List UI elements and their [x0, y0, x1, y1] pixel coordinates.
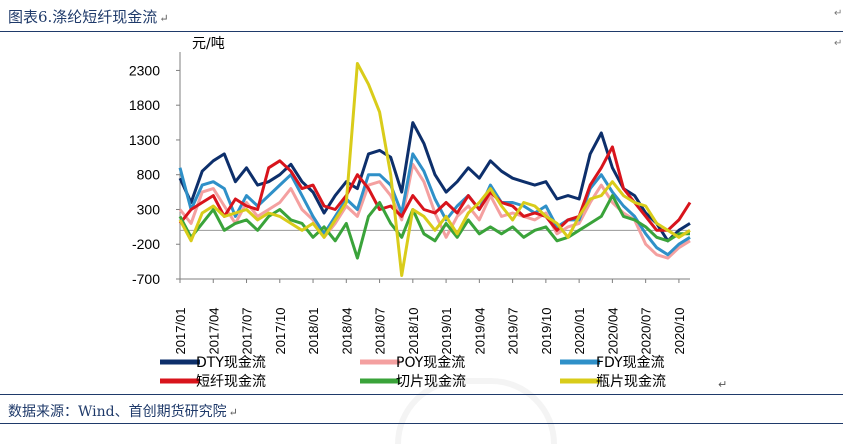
x-tick-label: 2017/01	[173, 308, 188, 355]
margin-return-mark: ↵	[834, 8, 843, 19]
series-line-FDY现金流	[178, 152, 691, 257]
caption-title: 图表6.涤纶短纤现金流	[8, 8, 158, 26]
y-tick-label: -700	[132, 271, 160, 287]
y-tick-label: 800	[137, 167, 161, 183]
x-tick-label: 2018/10	[406, 308, 421, 355]
legend-label: 短纤现金流	[196, 374, 266, 390]
figure-caption: 图表6.涤纶短纤现金流 ↵	[8, 6, 169, 27]
x-tick-label: 2020/10	[672, 308, 687, 355]
series-line-瓶片现金流	[178, 62, 691, 277]
legend-label: FDY现金流	[596, 355, 665, 371]
source-text: 数据来源：Wind、首创期货研究院	[8, 404, 227, 420]
x-tick-label: 2019/01	[439, 308, 454, 355]
cash-flow-chart: -700 -200 300 800 1300 1800 2300 元/吨 2017/01 2017…	[129, 36, 727, 391]
y-tick-label: 2300	[129, 62, 160, 78]
margin-return-mark: ↵	[834, 38, 843, 49]
x-tick-label: 2018/04	[339, 308, 354, 355]
x-tick-label: 2020/01	[572, 308, 587, 355]
return-mark: ↵	[159, 12, 169, 25]
x-tick-label: 2020/04	[605, 308, 620, 355]
y-tick-label: 300	[137, 201, 161, 217]
source-note: 数据来源：Wind、首创期货研究院 ↵	[8, 401, 238, 421]
x-tick-label: 2020/07	[639, 308, 654, 355]
legend-label: 切片现金流	[396, 374, 466, 390]
chart-axes: -700 -200 300 800 1300 1800 2300 元/吨 2017/01 2017…	[129, 36, 690, 355]
x-tick-label: 2018/07	[373, 308, 388, 355]
x-tick-label: 2017/04	[206, 308, 221, 355]
series-line-切片现金流	[178, 194, 690, 260]
legend-label: 瓶片现金流	[596, 374, 666, 390]
legend-label: POY现金流	[396, 355, 465, 371]
y-axis-label: 元/吨	[192, 36, 225, 52]
y-tick-label: 1800	[129, 97, 160, 113]
figure-caption-bar: 图表6.涤纶短纤现金流 ↵	[0, 0, 843, 32]
x-tick-label: 2019/10	[539, 308, 554, 355]
series-line-短纤现金流	[178, 145, 692, 232]
legend-label: DTY现金流	[196, 355, 266, 371]
x-tick-label: 2019/07	[506, 308, 521, 355]
y-tick-label: -200	[132, 236, 160, 252]
legend-return-mark: ↵	[718, 378, 727, 391]
source-bar: 数据来源：Wind、首创期货研究院 ↵	[0, 394, 843, 424]
y-tick-label: 1300	[129, 132, 160, 148]
x-tick-label: 2017/10	[273, 308, 288, 355]
return-mark: ↵	[228, 406, 238, 419]
chart-lines	[178, 62, 692, 277]
x-tick-label: 2018/01	[306, 308, 321, 355]
x-tick-label: 2017/07	[240, 308, 255, 355]
x-tick-label: 2019/04	[472, 308, 487, 355]
